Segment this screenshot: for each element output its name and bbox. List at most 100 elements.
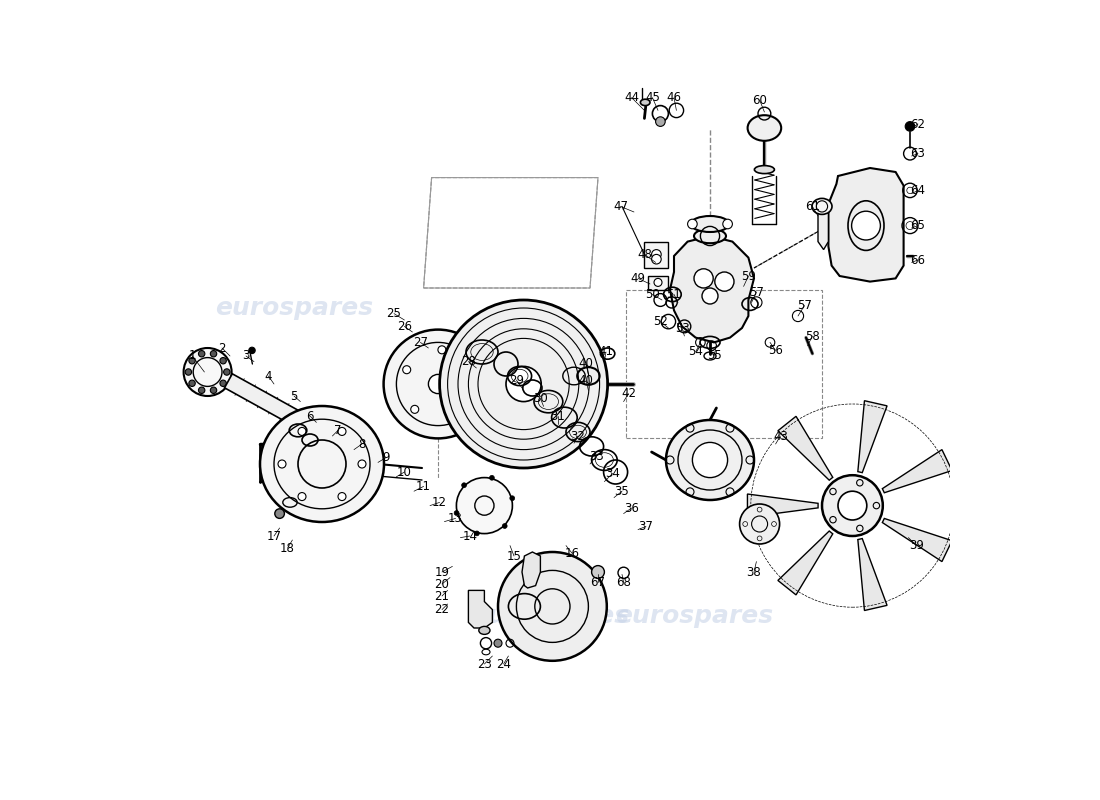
Polygon shape bbox=[645, 242, 669, 268]
Circle shape bbox=[694, 269, 713, 288]
Circle shape bbox=[838, 491, 867, 520]
Ellipse shape bbox=[694, 229, 726, 243]
Text: 16: 16 bbox=[565, 547, 580, 560]
Polygon shape bbox=[778, 531, 833, 595]
Text: 56: 56 bbox=[768, 344, 783, 357]
Text: 19: 19 bbox=[434, 566, 450, 578]
Text: 29: 29 bbox=[509, 374, 524, 386]
Circle shape bbox=[656, 117, 666, 126]
Text: eurospares: eurospares bbox=[214, 296, 373, 320]
Text: 32: 32 bbox=[571, 430, 585, 442]
Polygon shape bbox=[818, 202, 828, 250]
Circle shape bbox=[198, 387, 205, 394]
Text: 24: 24 bbox=[496, 658, 512, 670]
Circle shape bbox=[509, 496, 515, 501]
Text: 38: 38 bbox=[747, 566, 761, 578]
Circle shape bbox=[592, 566, 604, 578]
Polygon shape bbox=[828, 168, 903, 282]
Circle shape bbox=[905, 122, 915, 131]
Circle shape bbox=[822, 475, 883, 536]
Text: 61: 61 bbox=[805, 200, 820, 213]
Text: eurospares: eurospares bbox=[471, 604, 629, 628]
Circle shape bbox=[688, 219, 697, 229]
Circle shape bbox=[298, 493, 306, 501]
Text: 30: 30 bbox=[534, 392, 548, 405]
Text: 47: 47 bbox=[613, 200, 628, 213]
Polygon shape bbox=[882, 450, 952, 493]
Ellipse shape bbox=[748, 115, 781, 141]
Text: 8: 8 bbox=[359, 438, 365, 450]
Text: 68: 68 bbox=[616, 576, 631, 589]
Text: 42: 42 bbox=[620, 387, 636, 400]
Circle shape bbox=[456, 478, 513, 534]
Ellipse shape bbox=[640, 99, 650, 106]
Text: 28: 28 bbox=[461, 355, 476, 368]
Circle shape bbox=[723, 219, 733, 229]
Circle shape bbox=[223, 369, 230, 375]
Polygon shape bbox=[224, 374, 322, 438]
Text: 59: 59 bbox=[741, 270, 756, 282]
Circle shape bbox=[338, 493, 346, 501]
Polygon shape bbox=[778, 416, 833, 480]
Circle shape bbox=[220, 358, 227, 364]
Text: 25: 25 bbox=[386, 307, 402, 320]
Text: 34: 34 bbox=[605, 467, 619, 480]
Circle shape bbox=[275, 509, 285, 518]
Text: eurospares: eurospares bbox=[615, 604, 773, 628]
Text: 50: 50 bbox=[645, 288, 660, 301]
Text: 12: 12 bbox=[432, 496, 447, 509]
Circle shape bbox=[490, 475, 494, 480]
Text: 44: 44 bbox=[624, 91, 639, 104]
Text: 39: 39 bbox=[909, 539, 924, 552]
Circle shape bbox=[474, 531, 480, 536]
Ellipse shape bbox=[812, 198, 832, 214]
Polygon shape bbox=[469, 590, 493, 628]
Text: 14: 14 bbox=[462, 530, 477, 542]
Text: 20: 20 bbox=[434, 578, 450, 590]
Circle shape bbox=[651, 254, 661, 264]
Text: 49: 49 bbox=[630, 272, 646, 285]
Ellipse shape bbox=[755, 166, 774, 174]
Text: 55: 55 bbox=[706, 350, 722, 362]
Text: 67: 67 bbox=[591, 576, 605, 589]
Text: 40: 40 bbox=[579, 374, 593, 386]
Circle shape bbox=[338, 427, 346, 435]
Circle shape bbox=[189, 358, 196, 364]
Circle shape bbox=[468, 373, 475, 381]
Text: 36: 36 bbox=[624, 502, 639, 514]
Circle shape bbox=[654, 278, 662, 286]
Circle shape bbox=[498, 552, 607, 661]
Text: 4: 4 bbox=[265, 370, 272, 382]
Circle shape bbox=[403, 366, 410, 374]
Polygon shape bbox=[316, 426, 337, 442]
Circle shape bbox=[494, 639, 502, 647]
Circle shape bbox=[438, 346, 446, 354]
Circle shape bbox=[428, 374, 448, 394]
Circle shape bbox=[651, 250, 661, 259]
Circle shape bbox=[210, 350, 217, 357]
Text: 18: 18 bbox=[280, 542, 295, 554]
Polygon shape bbox=[747, 494, 818, 517]
Text: 35: 35 bbox=[615, 485, 629, 498]
Text: 62: 62 bbox=[911, 118, 925, 130]
Text: 2: 2 bbox=[218, 342, 226, 354]
Text: 64: 64 bbox=[911, 184, 925, 197]
Text: 52: 52 bbox=[653, 315, 668, 328]
Circle shape bbox=[220, 380, 227, 386]
Circle shape bbox=[851, 211, 880, 240]
Circle shape bbox=[462, 482, 466, 487]
Text: 26: 26 bbox=[397, 320, 411, 333]
Circle shape bbox=[692, 442, 727, 478]
Circle shape bbox=[384, 330, 493, 438]
Text: 53: 53 bbox=[674, 322, 690, 334]
Text: 48: 48 bbox=[637, 248, 652, 261]
Circle shape bbox=[702, 288, 718, 304]
Text: 46: 46 bbox=[667, 91, 682, 104]
Circle shape bbox=[278, 460, 286, 468]
Circle shape bbox=[506, 366, 541, 402]
Text: 23: 23 bbox=[477, 658, 492, 670]
Text: 9: 9 bbox=[383, 451, 389, 464]
Text: 45: 45 bbox=[645, 91, 660, 104]
Circle shape bbox=[451, 410, 459, 418]
Polygon shape bbox=[670, 236, 754, 342]
